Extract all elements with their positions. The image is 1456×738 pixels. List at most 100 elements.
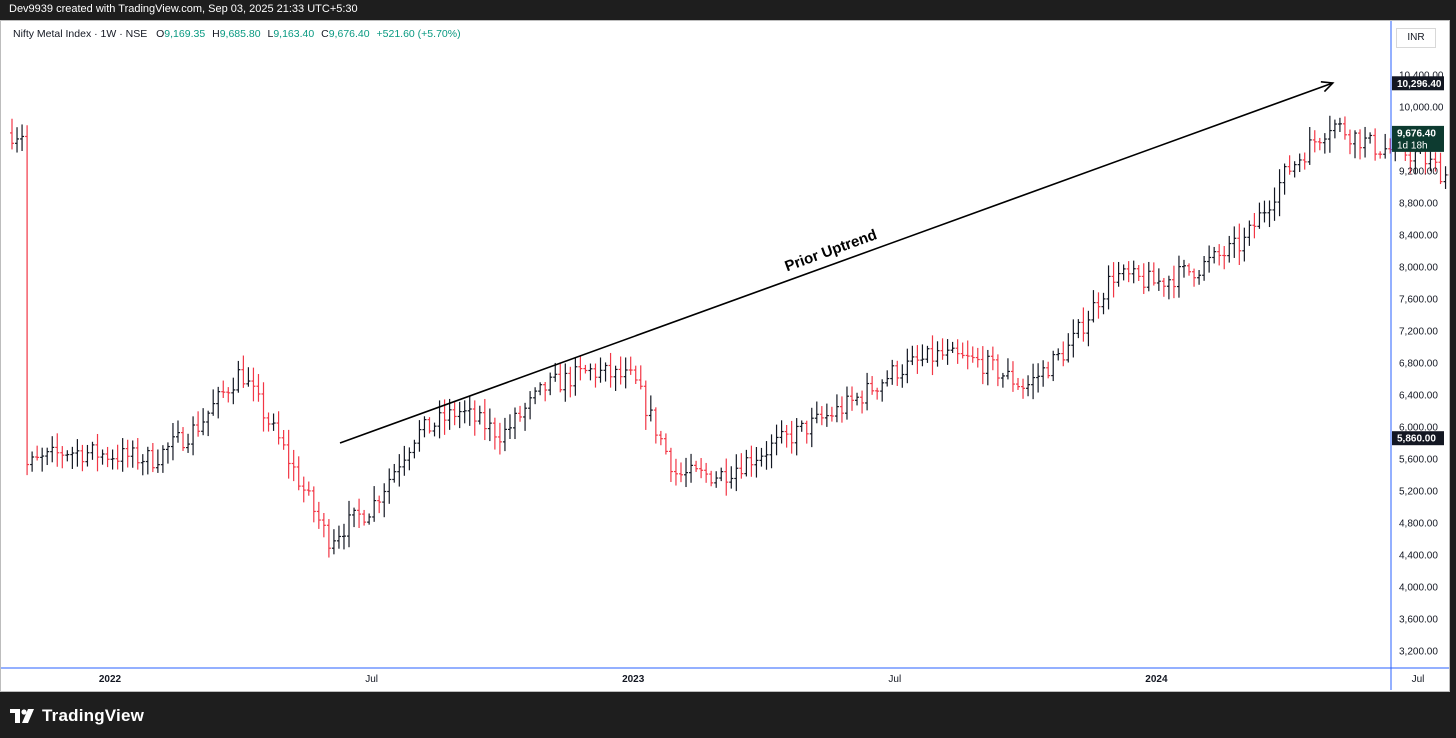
price-tick-label: 6,000.00 <box>1399 423 1438 434</box>
ohlc-bar <box>729 466 734 489</box>
drawings: Prior Uptrend <box>339 80 1335 444</box>
ohlc-bar <box>266 412 271 432</box>
ohlc-bar <box>699 458 704 479</box>
ohlc-bar <box>35 445 40 461</box>
chart-canvas[interactable]: 10,400.00 10,000.00 9,200.00 8,800.00 8,400.… <box>1 21 1449 691</box>
legend-close-label: C <box>321 28 329 40</box>
ohlc-bar <box>684 457 689 488</box>
ohlc-bar <box>120 438 125 472</box>
ohlc-bar <box>1046 361 1051 379</box>
ohlc-bar <box>1021 378 1026 399</box>
ohlc-bar <box>860 390 865 414</box>
ohlc-bar <box>1443 166 1448 189</box>
ohlc-bar <box>457 401 462 429</box>
ohlc-bar <box>1091 290 1096 323</box>
ohlc-bar <box>110 449 115 470</box>
price-tick-label: 6,400.00 <box>1399 391 1438 402</box>
ohlc-bar <box>352 507 357 528</box>
ohlc-bar <box>774 424 779 456</box>
ohlc-bar <box>754 447 759 478</box>
currency-button[interactable]: INR <box>1396 28 1436 48</box>
ohlc-bar <box>588 363 593 381</box>
ohlc-bar <box>1197 270 1202 285</box>
ohlc-bar <box>663 433 668 455</box>
ohlc-bar <box>432 422 437 437</box>
ohlc-bar <box>985 349 990 386</box>
ohlc-bar <box>1353 130 1358 159</box>
ohlc-bar <box>1036 363 1041 393</box>
ohlc-bar <box>568 366 573 398</box>
ohlc-bar <box>347 500 352 548</box>
price-tick-label: 4,400.00 <box>1399 551 1438 562</box>
ohlc-bar <box>538 382 543 396</box>
ohlc-bar <box>583 364 588 374</box>
ohlc-bar <box>1358 129 1363 160</box>
ohlc-bar <box>1383 133 1388 159</box>
price-tick-label: 4,800.00 <box>1399 519 1438 530</box>
ohlc-bar <box>975 347 980 368</box>
ohlc-bar <box>935 341 940 367</box>
price-tick-label: 7,600.00 <box>1399 295 1438 306</box>
price-tick-label: 10,400.00 <box>1399 71 1444 82</box>
ohlc-bar <box>1171 265 1176 299</box>
ohlc-bar <box>467 395 472 426</box>
time-axis: 2022Jul2023Jul2024Jul2025Jul2026Jul <box>1 667 1449 685</box>
ohlc-bar <box>40 447 45 472</box>
ohlc-bar <box>271 413 276 431</box>
ohlc-bar <box>714 471 719 488</box>
ohlc-bar <box>844 386 849 420</box>
ohlc-bar <box>875 387 880 400</box>
legend-symbol: Nifty Metal Index · 1W · NSE <box>13 28 148 40</box>
ohlc-bar <box>678 462 683 483</box>
ohlc-bar <box>870 376 875 395</box>
ohlc-bar <box>181 427 186 451</box>
ohlc-bar <box>1232 226 1237 258</box>
legend-high-label: H <box>212 28 220 40</box>
ohlc-bar <box>477 405 482 425</box>
ohlc-bar <box>241 355 246 388</box>
ohlc-bar <box>65 450 70 462</box>
ohlc-bar <box>1317 137 1322 151</box>
ohlc-bar <box>990 346 995 371</box>
ohlc-bar <box>221 380 226 398</box>
symbol-legend[interactable]: Nifty Metal Index · 1W · NSE O9,169.35 H… <box>13 28 461 40</box>
ohlc-bar <box>850 386 855 411</box>
ohlc-bar <box>1327 115 1332 153</box>
ohlc-bar <box>291 449 296 482</box>
ohlc-bar <box>492 417 497 450</box>
ohlc-bar <box>1026 375 1031 397</box>
ohlc-bar <box>1156 268 1161 291</box>
ohlc-bar <box>296 456 301 491</box>
ohlc-bar <box>648 395 653 422</box>
ohlc-bar <box>548 372 553 396</box>
ohlc-bar <box>925 345 930 363</box>
chart-frame[interactable]: 10,400.00 10,000.00 9,200.00 8,800.00 8,400.… <box>0 20 1450 692</box>
ohlc-bar <box>1322 133 1327 154</box>
ohlc-bar <box>1096 292 1101 319</box>
ohlc-bar <box>487 408 492 442</box>
ohlc-bar <box>1217 244 1222 266</box>
ohlc-bar <box>694 460 699 472</box>
ohlc-bar <box>865 372 870 411</box>
ohlc-bar <box>1332 119 1337 139</box>
brand-name: TradingView <box>42 706 145 725</box>
ohlc-bar <box>155 449 160 473</box>
ohlc-bar <box>226 387 231 403</box>
ohlc-bar <box>1131 260 1136 284</box>
ohlc-bar <box>1051 350 1056 382</box>
ohlc-bar <box>1121 264 1126 281</box>
ohlc-bar <box>749 445 754 477</box>
ohlc-bar <box>55 433 60 467</box>
ohlc-bar <box>638 365 643 390</box>
ohlc-bar <box>789 420 794 454</box>
ohlc-bar <box>196 411 201 437</box>
ohlc-bar <box>1212 246 1217 264</box>
ohlc-bar <box>331 529 336 555</box>
ohlc-bar <box>658 430 663 446</box>
ohlc-bar <box>945 339 950 365</box>
ohlc-bar <box>1101 292 1106 315</box>
tradingview-logo[interactable]: TradingView <box>10 706 144 726</box>
ohlc-bar <box>759 447 764 467</box>
ohlc-bar <box>1202 255 1207 281</box>
ohlc-bar <box>915 345 920 374</box>
